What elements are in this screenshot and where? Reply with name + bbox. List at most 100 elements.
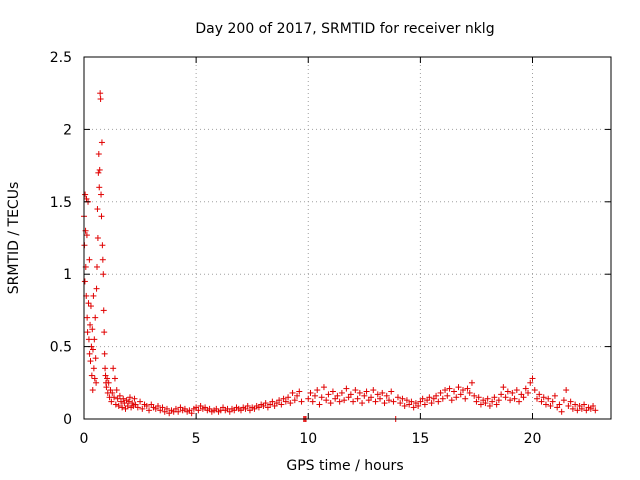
data-point (92, 314, 99, 321)
data-point (455, 384, 462, 391)
data-point (90, 365, 97, 372)
data-point (108, 398, 115, 405)
y-tick-label: 2 (63, 122, 72, 138)
data-point (338, 389, 345, 396)
data-point (560, 397, 567, 404)
data-point (82, 227, 89, 234)
data-point (131, 395, 138, 402)
data-point (88, 372, 95, 379)
data-point (482, 400, 489, 407)
data-point (368, 394, 375, 401)
data-point (89, 387, 96, 394)
data-point (428, 400, 435, 407)
data-point (97, 90, 104, 97)
data-point (129, 400, 136, 407)
data-point (394, 394, 401, 401)
data-point (446, 385, 453, 392)
data-point (551, 392, 558, 399)
data-point (426, 394, 433, 401)
x-tick-label: 15 (411, 431, 429, 447)
data-point (104, 375, 111, 382)
data-point (527, 379, 534, 386)
data-point (305, 395, 312, 402)
data-point (111, 375, 118, 382)
data-point (439, 395, 446, 402)
data-point (352, 387, 359, 394)
data-point (119, 404, 126, 411)
data-point (287, 400, 294, 407)
data-point (574, 407, 581, 414)
data-point (403, 397, 410, 404)
data-point (549, 398, 556, 405)
data-point (540, 394, 547, 401)
data-point (504, 388, 511, 395)
data-point (388, 388, 395, 395)
data-point (195, 407, 202, 414)
data-point (155, 402, 162, 409)
data-point (86, 350, 93, 357)
data-point (85, 336, 92, 343)
data-point (87, 358, 94, 365)
data-point (318, 394, 325, 401)
data-point (466, 389, 473, 396)
data-point (563, 387, 570, 394)
data-point (82, 191, 89, 198)
data-point (385, 397, 392, 404)
data-point (477, 401, 484, 408)
data-point (112, 401, 119, 408)
data-point (513, 387, 520, 394)
data-point (374, 391, 381, 398)
data-point (390, 398, 397, 405)
data-point (347, 391, 354, 398)
data-point (90, 292, 97, 299)
data-point (383, 392, 390, 399)
data-point (146, 407, 153, 414)
data-point (96, 184, 103, 191)
data-point (556, 401, 563, 408)
data-point (498, 391, 505, 398)
data-point (113, 387, 120, 394)
data-point (84, 329, 91, 336)
data-point (522, 385, 529, 392)
data-point (354, 395, 361, 402)
data-point (370, 387, 377, 394)
data-point (115, 402, 122, 409)
data-point (435, 398, 442, 405)
data-point (89, 326, 96, 333)
data-point (379, 389, 386, 396)
data-point (381, 400, 388, 407)
grid (84, 57, 611, 419)
data-point (581, 401, 588, 408)
data-point (137, 398, 144, 405)
data-point (329, 388, 336, 395)
data-point (377, 395, 384, 402)
data-point (473, 398, 480, 405)
data-point (489, 398, 496, 405)
data-point (97, 95, 104, 102)
y-tick-label: 0.5 (50, 340, 72, 356)
data-point (163, 405, 170, 412)
data-point (276, 397, 283, 404)
data-point (159, 404, 166, 411)
data-point (110, 365, 117, 372)
data-point (415, 402, 422, 409)
data-point (316, 401, 323, 408)
data-point (341, 397, 348, 404)
y-tick-label: 1 (63, 267, 72, 283)
data-point (558, 408, 565, 415)
data-point (124, 402, 131, 409)
plot-frame (83, 56, 612, 420)
data-point (323, 397, 330, 404)
data-point (100, 271, 107, 278)
data-point (359, 400, 366, 407)
data-point (325, 391, 332, 398)
data-point (87, 303, 94, 310)
data-point (484, 395, 491, 402)
x-tick-label: 10 (299, 431, 317, 447)
data-point (545, 395, 552, 402)
data-point (500, 384, 507, 391)
data-point (444, 392, 451, 399)
data-point (525, 389, 532, 396)
data-point (244, 402, 251, 409)
data-point (102, 372, 109, 379)
